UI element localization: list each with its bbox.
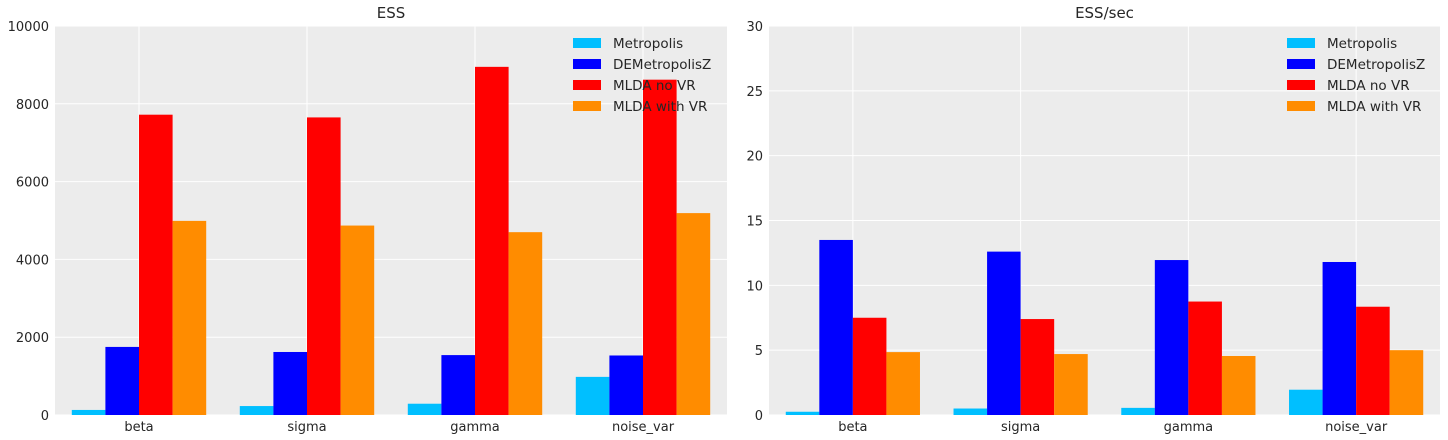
bar-mlda-with-vr-beta — [172, 220, 207, 415]
legend-swatch — [1287, 59, 1315, 69]
legend-label: Metropolis — [1327, 36, 1397, 52]
legend-swatch — [573, 80, 601, 90]
bar-mlda-no-vr-noise-var — [1356, 306, 1390, 415]
x-tick-label: beta — [124, 420, 153, 435]
y-tick-label: 4000 — [16, 253, 49, 268]
y-tick-label: 15 — [746, 215, 763, 230]
y-tick-label: 20 — [746, 150, 763, 165]
y-tick-label: 0 — [41, 409, 49, 424]
bar-mlda-no-vr-gamma — [1188, 301, 1222, 415]
bar-metropolis-gamma — [407, 403, 442, 415]
x-tick-label: gamma — [1164, 420, 1214, 435]
y-tick-label: 25 — [746, 85, 763, 100]
x-tick-label: beta — [838, 420, 867, 435]
bar-demetropolisz-noise-var — [1322, 261, 1357, 415]
y-tick-label: 5 — [755, 344, 763, 359]
legend-label: MLDA no VR — [1327, 78, 1410, 94]
legend-label: Metropolis — [613, 36, 683, 52]
legend: Metropolis DEMetropolisZ MLDA no VR MLDA wi… — [573, 36, 711, 115]
y-tick-label: 6000 — [16, 176, 49, 191]
bar-mlda-with-vr-sigma — [340, 225, 375, 415]
legend-label: MLDA with VR — [1327, 99, 1421, 115]
bar-mlda-no-vr-sigma — [307, 117, 341, 415]
legend-swatch — [573, 38, 601, 48]
legend-swatch — [1287, 38, 1315, 48]
x-tick-label: sigma — [1001, 420, 1040, 435]
chart-panel-1: 0 2000 4000 6000 8000 10000 beta sigma gamma nois… — [8, 4, 727, 435]
x-tick-label: gamma — [450, 420, 500, 435]
bar-demetropolisz-sigma — [273, 351, 307, 415]
bar-mlda-no-vr-sigma — [1020, 319, 1055, 415]
legend-label: DEMetropolisZ — [613, 57, 711, 73]
bar-demetropolisz-beta — [105, 346, 139, 415]
y-tick-label: 0 — [755, 409, 763, 424]
bar-metropolis-beta — [785, 411, 820, 415]
bar-metropolis-beta — [71, 409, 106, 415]
y-tick-label: 2000 — [16, 331, 49, 346]
legend-swatch — [573, 101, 601, 111]
chart-panel-2: 0 5 10 15 20 25 30 beta sigma gamma noise_var ESS/s… — [746, 4, 1440, 435]
x-tick-label: noise_var — [612, 420, 675, 435]
legend-label: MLDA no VR — [613, 78, 696, 94]
legend-swatch — [573, 59, 601, 69]
legend-swatch — [1287, 80, 1315, 90]
bar-metropolis-gamma — [1121, 407, 1155, 415]
legend: Metropolis DEMetropolisZ MLDA no VR MLDA wi… — [1287, 36, 1425, 115]
bar-mlda-with-vr-noise-var — [1389, 350, 1424, 415]
y-tick-label: 10000 — [8, 20, 49, 35]
chart-title: ESS/sec — [1075, 4, 1134, 22]
legend-label: MLDA with VR — [613, 99, 707, 115]
bar-demetropolisz-beta — [819, 239, 853, 415]
bar-mlda-no-vr-noise-var — [643, 79, 677, 415]
bar-metropolis-sigma — [953, 408, 988, 415]
bar-metropolis-noise-var — [575, 376, 610, 415]
y-tick-label: 30 — [746, 20, 763, 35]
bar-mlda-no-vr-gamma — [475, 66, 509, 415]
x-tick-label: sigma — [287, 420, 326, 435]
bar-mlda-with-vr-noise-var — [676, 213, 711, 415]
bar-metropolis-noise-var — [1289, 389, 1323, 415]
bar-mlda-no-vr-beta — [852, 317, 887, 415]
x-tick-label: noise_var — [1325, 420, 1388, 435]
bar-demetropolisz-gamma — [1154, 260, 1189, 415]
bar-mlda-with-vr-gamma — [1221, 356, 1256, 415]
y-tick-label: 10 — [746, 279, 763, 294]
bar-demetropolisz-sigma — [987, 251, 1021, 415]
chart-title: ESS — [377, 4, 406, 22]
y-tick-label: 8000 — [16, 98, 49, 113]
bar-demetropolisz-gamma — [441, 355, 475, 415]
bar-demetropolisz-noise-var — [609, 355, 643, 415]
legend-label: DEMetropolisZ — [1327, 57, 1425, 73]
bar-mlda-with-vr-beta — [886, 352, 920, 415]
bar-mlda-no-vr-beta — [139, 114, 173, 415]
bar-mlda-with-vr-gamma — [508, 232, 543, 415]
bar-metropolis-sigma — [239, 406, 274, 415]
bar-mlda-with-vr-sigma — [1054, 354, 1088, 415]
legend-swatch — [1287, 101, 1315, 111]
